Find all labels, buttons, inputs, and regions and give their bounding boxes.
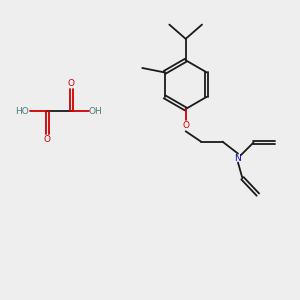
Text: OH: OH (89, 107, 103, 116)
Text: O: O (182, 121, 189, 130)
Text: O: O (68, 79, 75, 88)
Text: HO: HO (15, 107, 29, 116)
Text: N: N (235, 154, 242, 163)
Text: O: O (44, 135, 51, 144)
